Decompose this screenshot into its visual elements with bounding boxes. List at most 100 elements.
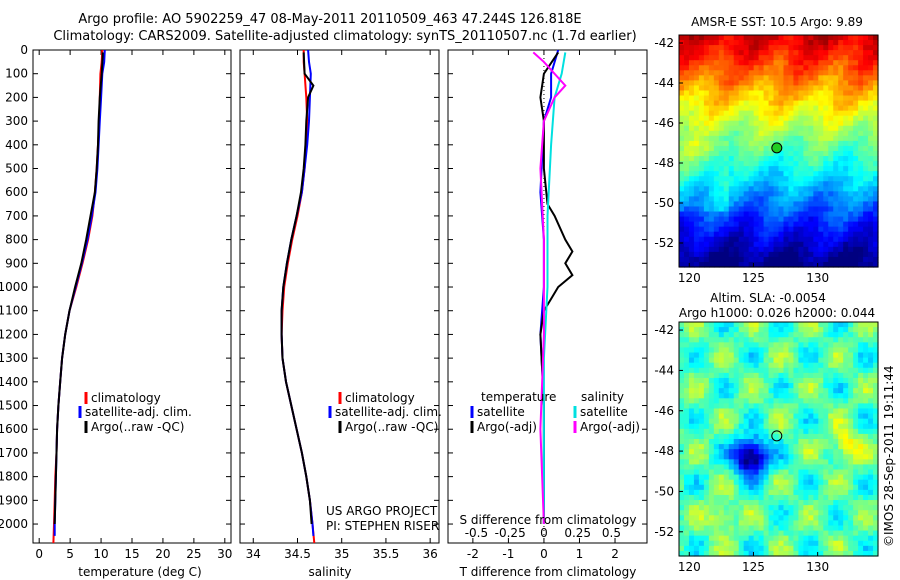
sst-cell	[768, 181, 775, 187]
sst-cell	[808, 186, 814, 192]
sst-cell	[808, 95, 814, 102]
sst-cell	[693, 181, 700, 187]
sla-cell	[853, 408, 859, 415]
sst-cell	[743, 181, 750, 187]
sla-cell	[873, 418, 879, 425]
sst-cell	[828, 176, 834, 182]
sst-cell	[863, 216, 869, 223]
sla-cell	[708, 352, 715, 359]
sst-cell	[713, 70, 720, 76]
sst-cell	[708, 196, 715, 203]
sst-cell	[743, 176, 750, 182]
sst-cell	[683, 50, 690, 56]
sst-cell	[693, 186, 700, 192]
sst-cell	[773, 75, 780, 81]
sla-cell	[843, 449, 849, 455]
sst-cell	[858, 176, 864, 182]
sla-cell	[758, 403, 765, 410]
sst-cell	[688, 90, 695, 97]
sst-cell	[768, 130, 775, 137]
sla-cell	[828, 418, 834, 425]
sla-cell	[838, 362, 844, 369]
sla-cell	[768, 454, 775, 460]
sla-cell	[703, 327, 710, 333]
sla-cell	[863, 550, 869, 557]
sla-cell	[843, 540, 849, 547]
sst-cell	[733, 35, 740, 41]
sla-cell	[853, 332, 859, 338]
sla-cell	[773, 433, 780, 440]
sst-cell	[818, 35, 824, 41]
sla-cell	[868, 367, 874, 374]
sla-cell	[713, 327, 720, 333]
sla-cell	[788, 444, 795, 450]
sst-cell	[843, 211, 849, 218]
sla-cell	[813, 433, 819, 440]
sst-cell	[728, 95, 735, 102]
sla-cell	[743, 383, 750, 389]
sla-cell	[848, 494, 854, 501]
x-tick-label: 34.5	[284, 547, 311, 561]
sst-cell	[758, 145, 765, 152]
sst-cell	[813, 261, 819, 268]
sla-cell	[733, 418, 740, 425]
sst-cell	[703, 191, 710, 197]
sla-cell	[778, 444, 785, 450]
sst-cell	[679, 191, 685, 197]
sst-cell	[853, 75, 859, 81]
legend-label-argo: Argo(..raw -QC)	[91, 420, 184, 434]
sst-cell	[838, 130, 844, 137]
sla-cell	[758, 550, 765, 557]
sla-cell	[858, 464, 864, 471]
sst-cell	[873, 125, 879, 132]
sla-cell	[748, 505, 755, 511]
sst-cell	[758, 105, 765, 112]
sla-cell	[703, 530, 710, 537]
sst-cell	[733, 105, 740, 112]
sst-cell	[713, 256, 720, 263]
sst-cell	[698, 191, 705, 197]
sst-cell	[858, 75, 864, 81]
sst-cell	[838, 166, 844, 172]
sla-cell	[768, 484, 775, 491]
x-tick-label: 25	[186, 547, 201, 561]
sst-cell	[763, 85, 770, 92]
sst-cell	[813, 206, 819, 213]
sla-cell	[848, 342, 854, 349]
sst-cell	[853, 231, 859, 238]
sst-cell	[813, 50, 819, 56]
sla-cell	[758, 393, 765, 399]
sst-cell	[723, 171, 730, 177]
sla-cell	[683, 525, 690, 532]
sla-cell	[733, 367, 740, 374]
sst-cell	[838, 75, 844, 81]
sst-cell	[813, 100, 819, 107]
sst-cell	[788, 135, 795, 142]
sst-cell	[683, 80, 690, 87]
sla-cell	[798, 515, 804, 521]
sst-cell	[738, 75, 745, 81]
sla-cell	[688, 423, 695, 430]
sla-cell	[848, 327, 854, 333]
sla-cell	[813, 484, 819, 491]
sla-cell	[868, 469, 874, 476]
sla-cell	[798, 403, 804, 410]
sla-cell	[843, 489, 849, 496]
sla-cell	[818, 352, 824, 359]
sla-cell	[823, 515, 829, 521]
sla-cell	[838, 464, 844, 471]
sla-cell	[873, 342, 879, 349]
sla-cell	[833, 372, 839, 379]
sst-cell	[778, 216, 785, 223]
sla-cell	[868, 505, 874, 511]
sla-cell	[868, 377, 874, 384]
sst-cell	[803, 75, 809, 81]
sla-cell	[713, 439, 720, 445]
sla-cell	[753, 494, 760, 501]
sst-cell	[758, 40, 765, 46]
sst-cell	[838, 246, 844, 253]
sla-cell	[793, 413, 799, 420]
sla-cell	[848, 449, 854, 455]
sla-cell	[853, 357, 859, 364]
sla-cell	[713, 545, 720, 552]
